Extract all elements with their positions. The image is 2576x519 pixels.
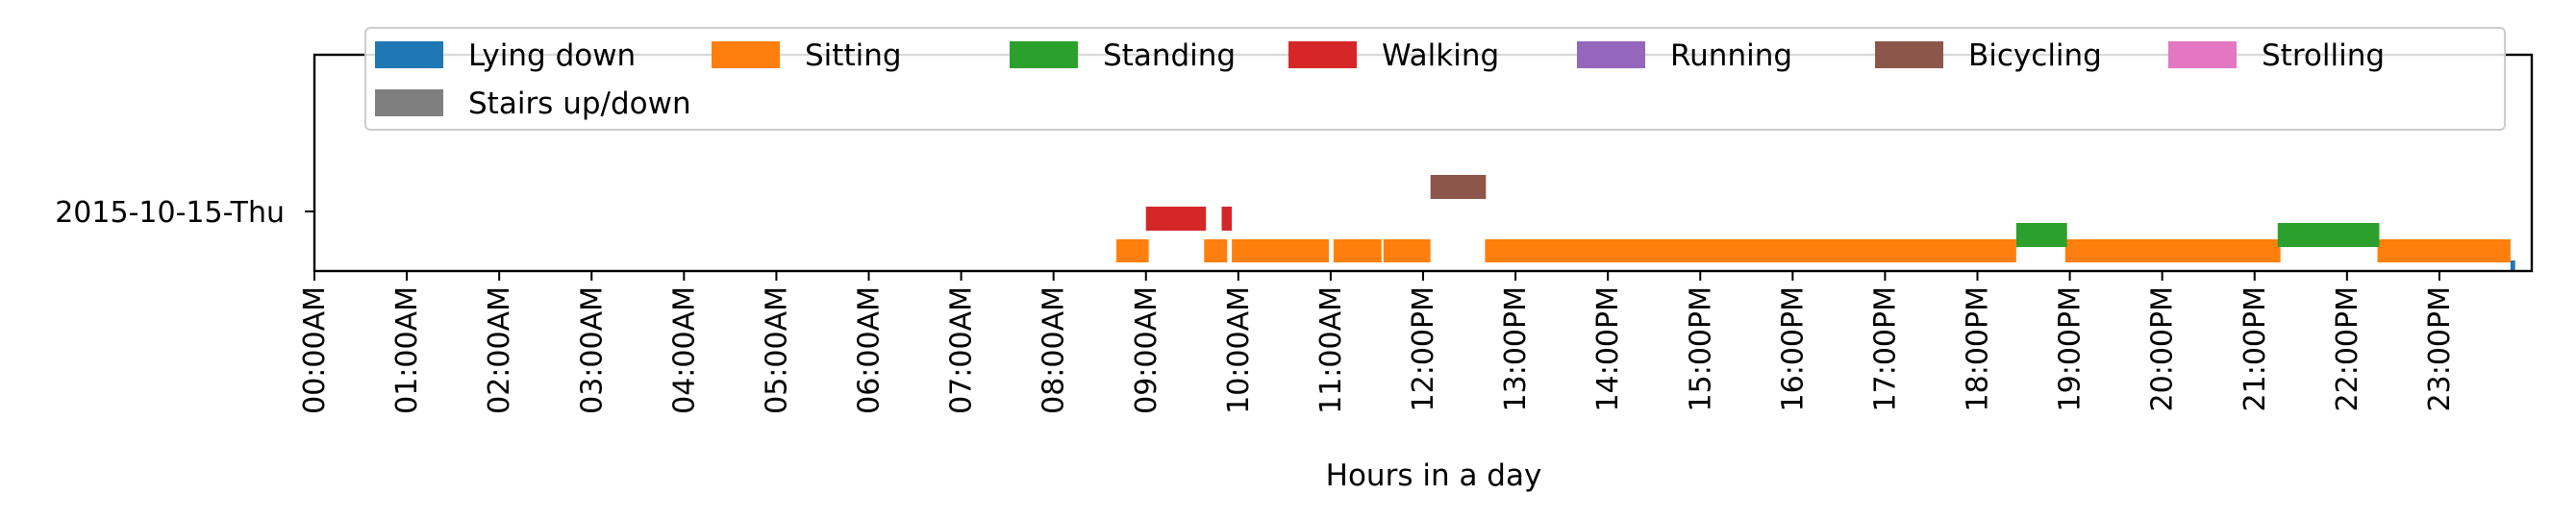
bar-standing-1 bbox=[2277, 223, 2380, 247]
legend-swatch-sitting bbox=[712, 41, 780, 68]
x-tick-label: 09:00AM bbox=[1130, 286, 1163, 414]
x-tick-label: 06:00AM bbox=[853, 286, 887, 414]
x-tick-label: 20:00PM bbox=[2146, 286, 2180, 411]
legend-box bbox=[364, 27, 2506, 131]
legend-swatch-running bbox=[1577, 41, 1645, 68]
bar-bicycling-0 bbox=[1430, 175, 1487, 199]
legend-swatch-standing bbox=[1010, 41, 1078, 68]
x-tick-label: 11:00AM bbox=[1314, 286, 1348, 414]
legend-swatch-strolling bbox=[2168, 41, 2237, 68]
x-axis-title: Hours in a day bbox=[1326, 458, 1542, 493]
bar-sitting-0 bbox=[1116, 239, 1149, 262]
x-tick-label: 03:00AM bbox=[575, 286, 609, 414]
bar-standing-0 bbox=[2015, 223, 2067, 247]
bar-sitting-7 bbox=[2377, 239, 2511, 262]
y-tick-label: 2015-10-15-Thu bbox=[55, 196, 285, 230]
x-tick-label: 00:00AM bbox=[298, 286, 332, 414]
bar-sitting-2 bbox=[1232, 239, 1329, 262]
bar-walking-1 bbox=[1221, 207, 1233, 231]
bar-sitting-5 bbox=[1485, 239, 2016, 262]
legend-label-running: Running bbox=[1670, 38, 1792, 73]
x-tick-label: 05:00AM bbox=[760, 286, 793, 414]
legend-label-standing: Standing bbox=[1103, 38, 1236, 73]
bar-sitting-6 bbox=[2064, 239, 2281, 262]
x-tick-label: 23:00PM bbox=[2423, 286, 2457, 411]
x-tick-label: 17:00PM bbox=[1868, 286, 1902, 411]
legend-swatch-bicycling bbox=[1875, 41, 1943, 68]
bar-lying-down-0 bbox=[2510, 260, 2515, 271]
bar-walking-0 bbox=[1145, 207, 1207, 231]
legend-swatch-walking bbox=[1288, 41, 1357, 68]
x-tick-label: 18:00PM bbox=[1962, 286, 1995, 411]
legend-label-lying-down: Lying down bbox=[468, 38, 636, 73]
legend-label-bicycling: Bicycling bbox=[1968, 38, 2102, 73]
bar-sitting-1 bbox=[1204, 239, 1228, 262]
x-tick-label: 22:00PM bbox=[2331, 286, 2364, 411]
legend-label-sitting: Sitting bbox=[805, 38, 902, 73]
legend-label-walking: Walking bbox=[1382, 38, 1499, 73]
x-tick-label: 15:00PM bbox=[1684, 286, 1717, 411]
legend-swatch-lying-down bbox=[375, 41, 443, 68]
x-tick-label: 10:00AM bbox=[1222, 286, 1256, 414]
x-tick-label: 13:00PM bbox=[1499, 286, 1533, 411]
legend-label-stairs-up-down: Stairs up/down bbox=[468, 86, 691, 121]
x-tick-label: 21:00PM bbox=[2238, 286, 2272, 411]
bar-sitting-3 bbox=[1333, 239, 1382, 262]
legend: Lying down Sitting Standing Walking Running B… bbox=[364, 27, 2506, 131]
x-tick-label: 16:00PM bbox=[1776, 286, 1810, 411]
bar-sitting-4 bbox=[1383, 239, 1431, 262]
legend-swatch-stairs-up-down bbox=[375, 89, 443, 116]
legend-label-strolling: Strolling bbox=[2262, 38, 2385, 73]
x-tick-label: 07:00AM bbox=[945, 286, 979, 414]
x-tick-label: 04:00AM bbox=[667, 286, 701, 414]
x-tick-label: 19:00PM bbox=[2054, 286, 2088, 411]
x-tick-label: 14:00PM bbox=[1591, 286, 1625, 411]
x-tick-label: 01:00AM bbox=[390, 286, 424, 414]
x-tick-label: 02:00AM bbox=[483, 286, 516, 414]
x-axis: 00:00AM 01:00AM 02:00AM 03:00AM 04:00AM 05:00… bbox=[298, 210, 2457, 414]
x-tick-label: 08:00AM bbox=[1038, 286, 1071, 414]
x-tick-label: 12:00PM bbox=[1407, 286, 1440, 411]
